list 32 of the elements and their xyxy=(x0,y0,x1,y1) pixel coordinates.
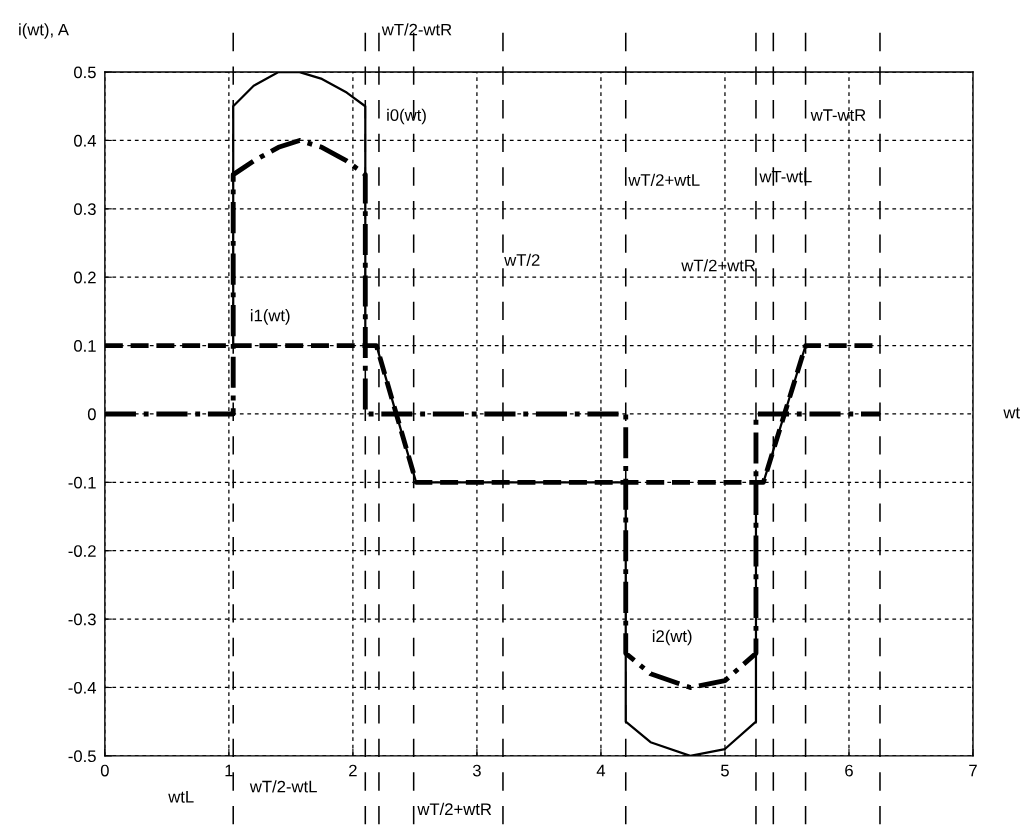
y-tick-label: -0.2 xyxy=(68,545,96,557)
y-tick-label: 0.3 xyxy=(74,203,96,216)
annotation: wT-wtR xyxy=(810,109,866,121)
y-tick-label: -0.4 xyxy=(68,681,97,694)
y-tick-label: -0.3 xyxy=(68,613,96,626)
annotation: i1(wt) xyxy=(250,309,290,325)
annotation: wT/2 xyxy=(504,253,540,266)
y-axis-title: i(wt), A xyxy=(19,23,69,39)
y-tick-label: 0.4 xyxy=(74,134,97,147)
annotation: i0(wt) xyxy=(387,108,426,125)
x-axis-title: wt xyxy=(1003,407,1020,419)
text: wT/2-wtL xyxy=(249,780,317,793)
x-tick-label: 7 xyxy=(969,764,977,777)
x-tick-label: 0 xyxy=(100,764,109,777)
y-tick-label: 0.2 xyxy=(74,271,96,284)
annotation: wT/2+wtL xyxy=(628,173,700,186)
x-tick-label: 5 xyxy=(720,764,729,777)
x-tick-label: 3 xyxy=(472,764,481,777)
y-tick-label: 0.5 xyxy=(74,66,96,79)
y-tick-label: -0.5 xyxy=(68,750,96,763)
x-tick-label: 2 xyxy=(349,764,357,777)
text: wT/2+wtR xyxy=(417,802,492,816)
y-tick-label: 0.1 xyxy=(74,339,96,352)
text: wtL xyxy=(168,791,194,803)
text: wT/2-wtR xyxy=(381,23,452,36)
x-tick-label: 6 xyxy=(845,764,853,777)
x-tick-label: 1 xyxy=(225,764,233,777)
y-tick-label: 0 xyxy=(87,408,96,421)
annotation: i2(wt) xyxy=(652,629,692,646)
annotation: wT/2+wtR xyxy=(681,259,756,272)
x-tick-label: 4 xyxy=(596,764,606,777)
y-tick-label: -0.1 xyxy=(68,476,96,489)
